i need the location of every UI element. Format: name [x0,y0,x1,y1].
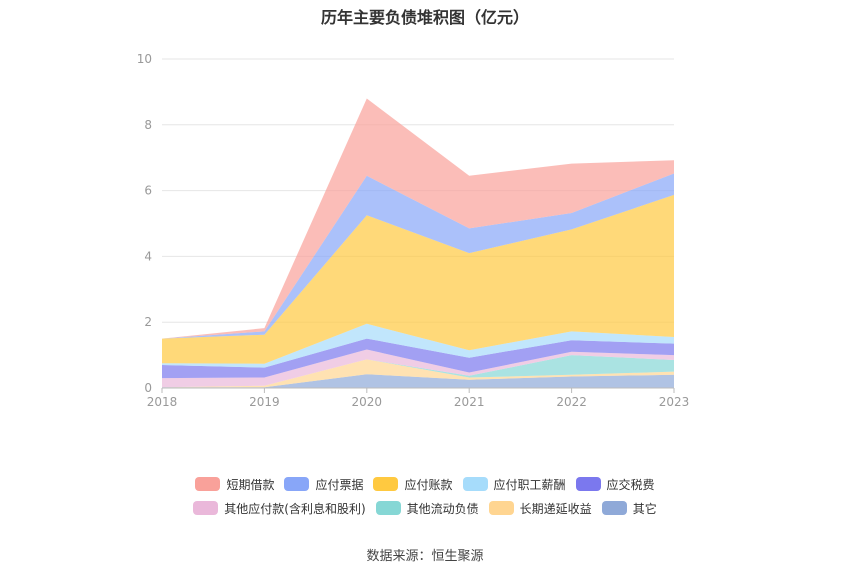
legend-swatch [375,501,401,515]
legend-swatch [195,477,221,491]
legend-item[interactable]: 其他应付款(含利息和股利) [193,500,366,517]
legend-label: 短期借款 [226,477,275,492]
legend-label: 应交税费 [606,477,655,492]
legend-item[interactable]: 其它 [601,500,657,517]
area-series-4 [162,338,674,379]
area-series-5 [162,323,674,368]
legend-label: 应付职工薪酬 [493,477,566,492]
y-tick-label: 6 [144,184,152,198]
legend-swatch [488,501,514,515]
area-series-0 [162,374,674,388]
stacked-area-plot: 0 2 4 6 8 10 2018 2019 2020 2021 2022 2023 [137,52,690,409]
legend-item[interactable]: 应付职工薪酬 [462,476,566,493]
area-series-8 [162,98,674,339]
area-series-6 [162,194,674,364]
legend-label: 其它 [632,501,657,516]
legend-row: 其他应付款(含利息和股利) 其他流动负债 长期递延收益 其它 [0,496,850,520]
legend-item[interactable]: 短期借款 [195,476,274,493]
x-tick-label: 2023 [659,395,690,409]
source-note: 数据来源：恒生聚源 [366,549,484,564]
x-tick-label: 2022 [556,395,587,409]
legend-label: 应付票据 [315,477,364,492]
legend-label: 长期递延收益 [519,501,592,516]
x-tick-label: 2021 [454,395,485,409]
x-tick-label: 2019 [249,395,280,409]
legend-item[interactable]: 长期递延收益 [488,500,592,517]
legend-item[interactable]: 应付账款 [373,476,453,493]
legend-row: 短期借款 应付票据 应付账款 应付职工薪酬 应交税费 [0,472,850,496]
legend-swatch [193,501,219,515]
legend-item[interactable]: 应付票据 [284,476,363,493]
y-tick-label: 10 [137,52,152,66]
x-tick-label: 2018 [147,395,178,409]
area-series-2 [162,355,674,388]
x-tick-label: 2020 [352,395,383,409]
legend-item[interactable]: 应交税费 [575,476,655,493]
legend-swatch [575,477,601,491]
legend-swatch [601,501,627,515]
legend-item[interactable]: 其他流动负债 [375,500,479,517]
legend-swatch [462,477,488,491]
legend-swatch [373,477,399,491]
legend-label: 其他应付款(含利息和股利) [224,501,366,516]
area-series-7 [162,173,674,339]
y-tick-label: 0 [144,381,152,395]
area-series-1 [162,359,674,388]
legend-swatch [284,477,310,491]
area-series-3 [162,349,674,388]
legend: 短期借款 应付票据 应付账款 应付职工薪酬 应交税费其他应付款(含利息和股利) 其他流动负… [0,472,850,520]
legend-label: 应付账款 [404,477,453,492]
y-tick-label: 4 [144,249,152,263]
y-tick-label: 8 [144,118,152,132]
chart-title: 历年主要负债堆积图（亿元） [320,8,529,27]
legend-label: 其他流动负债 [406,501,479,516]
y-tick-label: 2 [144,315,152,329]
